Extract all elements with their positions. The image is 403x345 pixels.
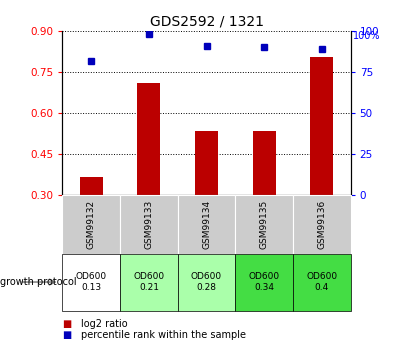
Text: GSM99134: GSM99134 [202,200,211,249]
Bar [62,195,120,254]
Bar [235,195,293,254]
Text: growth protocol: growth protocol [0,277,77,287]
Text: GSM99135: GSM99135 [260,200,269,249]
Text: GSM99133: GSM99133 [144,200,154,249]
Bar [137,83,160,195]
Bar [62,254,120,310]
Bar [310,57,333,195]
Text: OD600
0.21: OD600 0.21 [133,272,164,292]
Bar [253,131,276,195]
Bar [120,195,178,254]
Text: 100%: 100% [353,31,380,41]
Text: GSM99136: GSM99136 [317,200,326,249]
Text: GSM99132: GSM99132 [87,200,96,249]
Bar [235,254,293,310]
Text: OD600
0.4: OD600 0.4 [306,272,337,292]
Text: ■: ■ [62,319,72,328]
Bar [178,254,235,310]
Bar [120,254,178,310]
Text: log2 ratio: log2 ratio [81,319,127,328]
Bar [195,131,218,195]
Text: OD600
0.13: OD600 0.13 [76,272,107,292]
Bar [80,177,103,195]
Title: GDS2592 / 1321: GDS2592 / 1321 [150,14,264,29]
Text: percentile rank within the sample: percentile rank within the sample [81,331,245,340]
Bar [178,195,235,254]
Text: OD600
0.28: OD600 0.28 [191,272,222,292]
Bar [293,254,351,310]
Text: OD600
0.34: OD600 0.34 [249,272,280,292]
Bar [293,195,351,254]
Text: ■: ■ [62,331,72,340]
